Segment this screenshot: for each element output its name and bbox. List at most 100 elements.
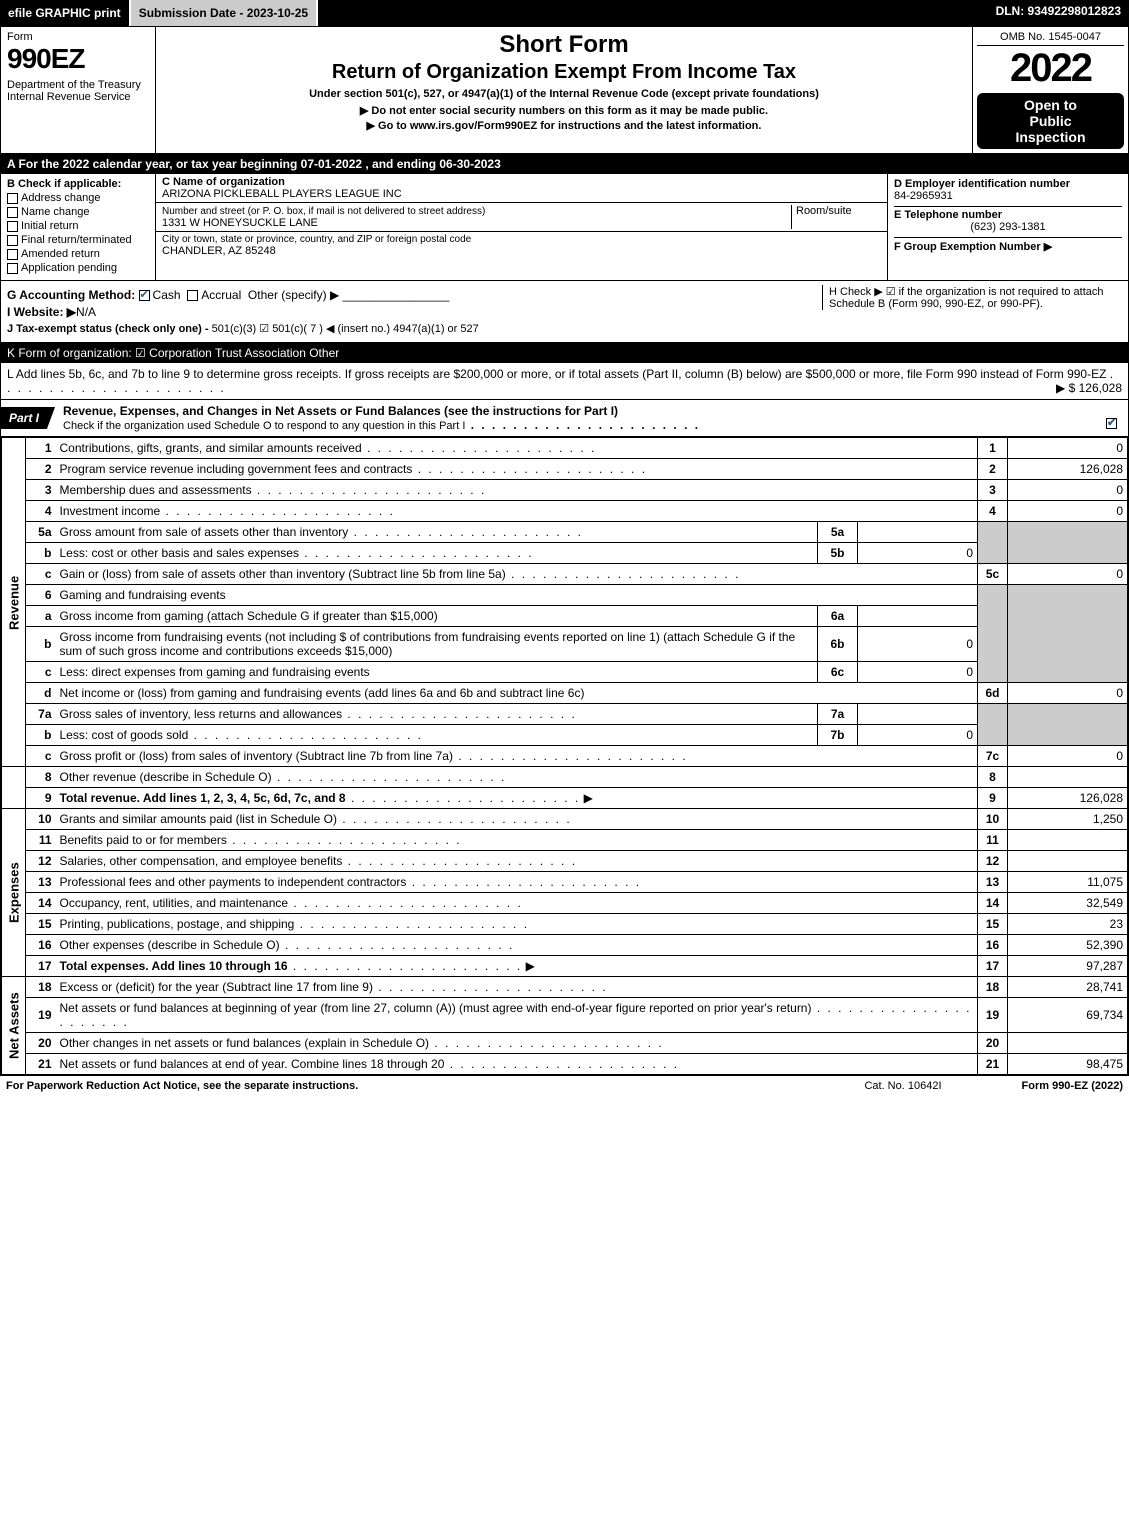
- line-12-ln: 12: [978, 851, 1008, 872]
- line-5c-num: c: [26, 564, 56, 585]
- line-6-desc: Gaming and fundraising events: [56, 585, 978, 606]
- line-11-num: 11: [26, 830, 56, 851]
- b-initial-return[interactable]: Initial return: [7, 220, 149, 232]
- line-11-desc: Benefits paid to or for members: [60, 833, 227, 847]
- line-7c-ln: 7c: [978, 746, 1008, 767]
- open-line2: Public: [981, 113, 1120, 129]
- line-3-desc: Membership dues and assessments: [60, 483, 252, 497]
- accrual-checkbox[interactable]: [187, 290, 198, 301]
- line-16-ln: 16: [978, 935, 1008, 956]
- b-final-return[interactable]: Final return/terminated: [7, 234, 149, 246]
- form-number: 990EZ: [7, 43, 149, 75]
- goto-link[interactable]: ▶ Go to www.irs.gov/Form990EZ for instru…: [164, 119, 964, 132]
- line-13-desc: Professional fees and other payments to …: [60, 875, 407, 889]
- c-name-label: C Name of organization: [162, 176, 881, 188]
- line-6a-num: a: [26, 606, 56, 627]
- b-name-change[interactable]: Name change: [7, 206, 149, 218]
- line-5c-ln: 5c: [978, 564, 1008, 585]
- line-7c-num: c: [26, 746, 56, 767]
- line-10-val: 1,250: [1008, 809, 1128, 830]
- line-15-val: 23: [1008, 914, 1128, 935]
- line-20-desc: Other changes in net assets or fund bala…: [60, 1036, 430, 1050]
- phone-value: (623) 293-1381: [894, 221, 1122, 233]
- line-5a-desc: Gross amount from sale of assets other t…: [60, 525, 349, 539]
- line-10-num: 10: [26, 809, 56, 830]
- line-9-ln: 9: [978, 788, 1008, 809]
- line-6c-sn: 6c: [818, 662, 858, 683]
- line-8-num: 8: [26, 767, 56, 788]
- line-19-val: 69,734: [1008, 998, 1128, 1033]
- footer-left: For Paperwork Reduction Act Notice, see …: [6, 1080, 864, 1092]
- line-14-ln: 14: [978, 893, 1008, 914]
- line-1-desc: Contributions, gifts, grants, and simila…: [60, 441, 362, 455]
- line-2-desc: Program service revenue including govern…: [60, 462, 413, 476]
- line-21-ln: 21: [978, 1054, 1008, 1075]
- line-2-num: 2: [26, 459, 56, 480]
- group-exemption-label: F Group Exemption Number ▶: [894, 241, 1052, 253]
- c-city-label: City or town, state or province, country…: [162, 234, 881, 245]
- line-9-val: 126,028: [1008, 788, 1128, 809]
- row-j: J Tax-exempt status (check only one) - 5…: [7, 322, 1122, 335]
- return-title: Return of Organization Exempt From Incom…: [164, 61, 964, 84]
- section-b: B Check if applicable: Address change Na…: [1, 174, 156, 280]
- line-6d-num: d: [26, 683, 56, 704]
- line-20-ln: 20: [978, 1033, 1008, 1054]
- line-19-num: 19: [26, 998, 56, 1033]
- org-street: 1331 W HONEYSUCKLE LANE: [162, 217, 318, 229]
- line-16-desc: Other expenses (describe in Schedule O): [60, 938, 280, 952]
- part1-header: Part I Revenue, Expenses, and Changes in…: [1, 400, 1128, 437]
- line-13-num: 13: [26, 872, 56, 893]
- line-4-desc: Investment income: [60, 504, 161, 518]
- topbar: efile GRAPHIC print Submission Date - 20…: [0, 0, 1129, 26]
- line-1-num: 1: [26, 438, 56, 459]
- b-address-change[interactable]: Address change: [7, 192, 149, 204]
- section-h: H Check ▶ ☑ if the organization is not r…: [822, 285, 1122, 310]
- line-16-val: 52,390: [1008, 935, 1128, 956]
- line-6c-num: c: [26, 662, 56, 683]
- line-9-num: 9: [26, 788, 56, 809]
- department-label: Department of the Treasury Internal Reve…: [7, 79, 149, 103]
- line-15-ln: 15: [978, 914, 1008, 935]
- c-street-label: Number and street (or P. O. box, if mail…: [162, 206, 485, 217]
- expenses-side-label: Expenses: [2, 809, 26, 977]
- line-6d-ln: 6d: [978, 683, 1008, 704]
- header-right: OMB No. 1545-0047 2022 Open to Public In…: [973, 27, 1128, 153]
- section-k: K Form of organization: ☑ Corporation Tr…: [1, 343, 1128, 363]
- org-name: ARIZONA PICKLEBALL PLAYERS LEAGUE INC: [162, 188, 881, 200]
- line-8-desc: Other revenue (describe in Schedule O): [60, 770, 272, 784]
- form-container: Form 990EZ Department of the Treasury In…: [0, 26, 1129, 1076]
- under-section-text: Under section 501(c), 527, or 4947(a)(1)…: [164, 88, 964, 100]
- section-g-h-i-j: G Accounting Method: Cash Accrual Other …: [1, 281, 1128, 343]
- efile-print-button[interactable]: efile GRAPHIC print: [0, 0, 131, 26]
- line-18-num: 18: [26, 977, 56, 998]
- no-ssn-text: ▶ Do not enter social security numbers o…: [164, 104, 964, 117]
- ein-value: 84-2965931: [894, 190, 1122, 202]
- line-5b-num: b: [26, 543, 56, 564]
- b-amended-return[interactable]: Amended return: [7, 248, 149, 260]
- line-4-val: 0: [1008, 501, 1128, 522]
- line-6c-sv: 0: [858, 662, 978, 683]
- part1-title: Revenue, Expenses, and Changes in Net As…: [55, 400, 1128, 436]
- b-application-pending[interactable]: Application pending: [7, 262, 149, 274]
- line-6a-desc: Gross income from gaming (attach Schedul…: [56, 606, 818, 627]
- dln-number: DLN: 93492298012823: [988, 0, 1129, 26]
- line-5b-sv: 0: [858, 543, 978, 564]
- org-city: CHANDLER, AZ 85248: [162, 245, 881, 257]
- line-6b-sv: 0: [858, 627, 978, 662]
- line-1-val: 0: [1008, 438, 1128, 459]
- revenue-side-label: Revenue: [2, 438, 26, 767]
- open-public-badge: Open to Public Inspection: [977, 93, 1124, 149]
- line-5a-sv: [858, 522, 978, 543]
- line-8-val: [1008, 767, 1128, 788]
- line-12-desc: Salaries, other compensation, and employ…: [60, 854, 343, 868]
- part1-table: Revenue 1 Contributions, gifts, grants, …: [1, 437, 1128, 1075]
- line-10-ln: 10: [978, 809, 1008, 830]
- schedule-o-checkbox[interactable]: [1106, 418, 1117, 429]
- section-c: C Name of organization ARIZONA PICKLEBAL…: [156, 174, 888, 280]
- gross-receipts-amount: ▶ $ 126,028: [1056, 381, 1122, 395]
- cash-checkbox[interactable]: [139, 290, 150, 301]
- line-7b-sn: 7b: [818, 725, 858, 746]
- line-2-ln: 2: [978, 459, 1008, 480]
- line-7a-sv: [858, 704, 978, 725]
- line-18-desc: Excess or (deficit) for the year (Subtra…: [60, 980, 373, 994]
